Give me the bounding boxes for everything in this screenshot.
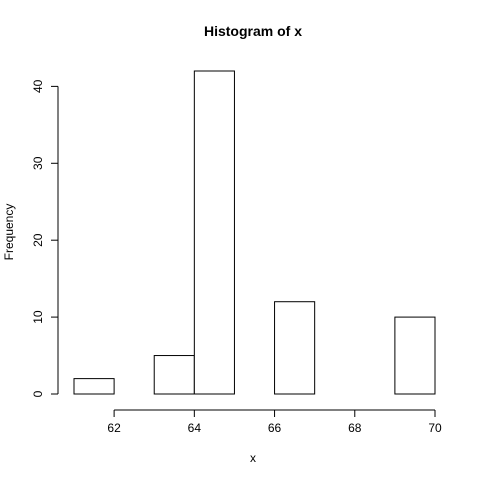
x-tick-label: 68 [348,421,362,435]
y-tick-label: 20 [31,233,45,247]
chart-title: Histogram of x [204,23,302,39]
histogram-bar-5 [274,301,316,395]
y-tick-label: 0 [31,390,45,397]
y-tick-label: 40 [31,79,45,93]
y-axis-label: Frequency [2,204,16,261]
histogram-bar-8 [394,316,436,395]
x-tick-label: 62 [107,421,121,435]
histogram-bar-0 [73,378,115,395]
x-axis: 62 64 66 68 70 [107,409,442,435]
y-axis: 0 10 20 30 40 [31,79,59,397]
x-tick-label: 70 [428,421,442,435]
x-axis-label: x [250,451,256,465]
histogram-bar-2 [153,355,195,395]
x-tick-label: 66 [268,421,282,435]
y-tick-label: 10 [31,310,45,324]
histogram-bar-3 [193,70,235,395]
histogram-bars [73,70,436,395]
x-tick-label: 64 [188,421,202,435]
y-tick-label: 30 [31,156,45,170]
